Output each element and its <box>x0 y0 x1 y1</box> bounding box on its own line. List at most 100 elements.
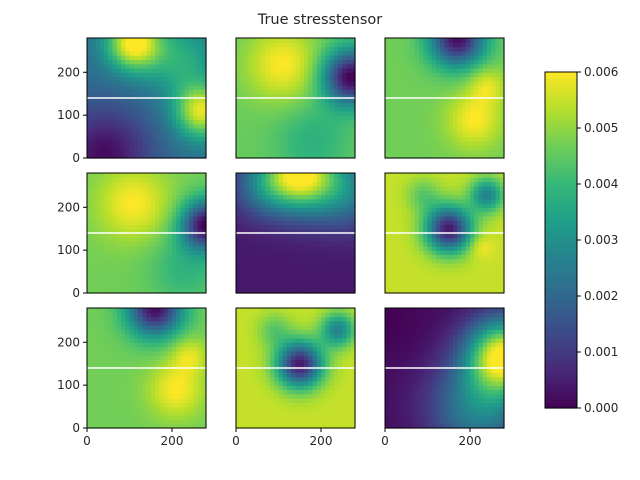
heatmap-cell <box>402 177 407 183</box>
heatmap-cell <box>465 267 471 273</box>
heatmap-cell <box>133 85 139 91</box>
heatmap-cell <box>461 89 467 95</box>
heatmap-cell <box>499 267 505 273</box>
heatmap-cell <box>193 220 199 226</box>
heatmap-cell <box>112 410 118 416</box>
heatmap-cell <box>108 68 114 73</box>
heatmap-cell <box>333 194 339 200</box>
heatmap-cell <box>312 72 318 78</box>
heatmap-cell <box>499 132 505 138</box>
heatmap-cell <box>295 280 301 286</box>
heatmap-cell <box>104 59 109 65</box>
heatmap-cell <box>282 80 288 86</box>
heatmap-cell <box>278 275 284 281</box>
heatmap-cell <box>197 123 203 129</box>
heatmap-cell <box>176 220 182 226</box>
heatmap-cell <box>346 215 352 221</box>
heatmap-cell <box>278 190 284 196</box>
heatmap-cell <box>444 190 450 196</box>
heatmap-cell <box>189 245 194 251</box>
heatmap-cell <box>453 185 458 191</box>
heatmap-cell <box>261 173 267 178</box>
heatmap-cell <box>270 241 275 247</box>
heatmap-cell <box>172 284 177 290</box>
heatmap-cell <box>121 46 126 52</box>
heatmap-cell <box>116 316 122 322</box>
heatmap-cell <box>393 258 399 264</box>
heatmap-cell <box>129 185 135 191</box>
heatmap-cell <box>142 46 148 52</box>
heatmap-cell <box>393 50 399 56</box>
heatmap-cell <box>104 76 109 82</box>
heatmap-cell <box>257 42 263 48</box>
heatmap-cell <box>197 80 203 86</box>
heatmap-cell <box>436 145 441 151</box>
heatmap-cell <box>338 102 343 108</box>
heatmap-cell <box>406 224 412 230</box>
heatmap-cell <box>142 55 148 61</box>
heatmap-cell <box>159 233 165 238</box>
heatmap-cell <box>189 237 194 243</box>
heatmap-cell <box>419 185 424 191</box>
heatmap-cell <box>159 245 165 251</box>
heatmap-cell <box>133 140 139 146</box>
heatmap-cell <box>104 263 109 268</box>
heatmap-cell <box>240 42 246 48</box>
heatmap-cell <box>125 72 131 78</box>
heatmap-cell <box>172 55 177 61</box>
heatmap-cell <box>142 254 148 260</box>
heatmap-cell <box>350 215 356 221</box>
heatmap-cell <box>142 263 148 268</box>
heatmap-cell <box>299 72 305 78</box>
heatmap-cell <box>444 63 450 69</box>
heatmap-cell <box>419 72 424 78</box>
heatmap-cell <box>325 46 331 52</box>
heatmap-cell <box>436 42 441 48</box>
heatmap-cell <box>270 42 275 48</box>
heatmap-cell <box>389 280 395 286</box>
heatmap-cell <box>499 128 505 133</box>
heatmap-cell <box>419 267 424 273</box>
heatmap-cell <box>478 181 484 187</box>
heatmap-cell <box>112 398 118 403</box>
heatmap-cell <box>312 145 318 151</box>
heatmap-cell <box>482 110 488 116</box>
heatmap-cell <box>95 250 101 256</box>
heatmap-cell <box>287 98 292 103</box>
heatmap-cell <box>172 271 177 277</box>
heatmap-cell <box>448 42 454 48</box>
heatmap-cell <box>457 233 463 238</box>
heatmap-cell <box>385 190 390 196</box>
heatmap-cell <box>274 123 280 129</box>
heatmap-cell <box>142 220 148 226</box>
heatmap-cell <box>316 267 322 273</box>
heatmap-cell <box>108 203 114 208</box>
heatmap-cell <box>499 284 505 290</box>
heatmap-cell <box>406 203 412 208</box>
heatmap-cell <box>308 207 314 213</box>
heatmap-cell <box>112 145 118 151</box>
heatmap-cell <box>440 194 446 200</box>
heatmap-cell <box>172 102 177 108</box>
heatmap-cell <box>410 85 416 91</box>
heatmap-cell <box>346 80 352 86</box>
heatmap-cell <box>470 185 475 191</box>
heatmap-cell <box>112 267 118 273</box>
heatmap-cell <box>338 46 343 52</box>
heatmap-cell <box>248 89 254 95</box>
heatmap-cell <box>240 98 246 103</box>
heatmap-cell <box>125 185 131 191</box>
heatmap-cell <box>338 263 343 268</box>
heatmap-cell <box>461 50 467 56</box>
heatmap-cell <box>338 280 343 286</box>
heatmap-cell <box>499 55 505 61</box>
heatmap-cell <box>180 194 186 200</box>
heatmap-cell <box>176 275 182 281</box>
heatmap-cell <box>270 185 275 191</box>
heatmap-cell <box>240 123 246 129</box>
heatmap-cell <box>176 177 182 183</box>
heatmap-cell <box>312 215 318 221</box>
heatmap-cell <box>265 177 271 183</box>
heatmap-cell <box>419 140 424 146</box>
heatmap-cell <box>338 237 343 243</box>
